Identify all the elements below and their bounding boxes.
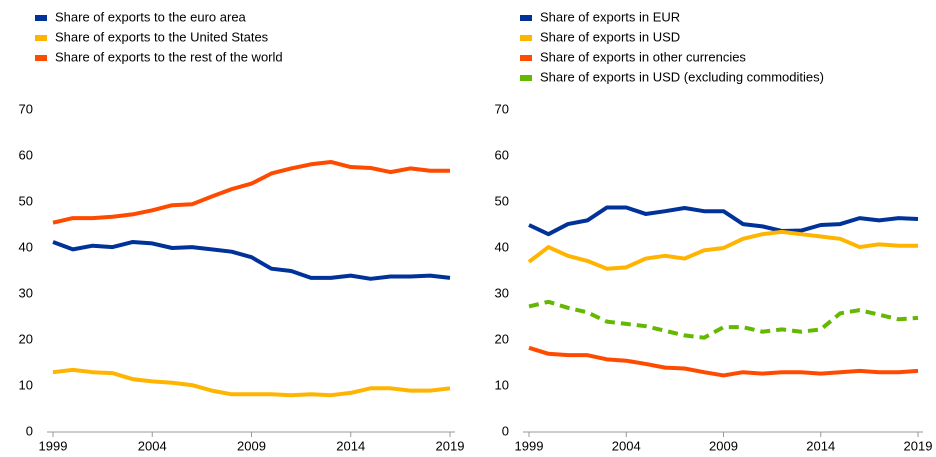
y-tick-label: 60 bbox=[19, 147, 33, 162]
x-tick-label: 2014 bbox=[336, 438, 365, 453]
y-tick-label: 40 bbox=[495, 239, 509, 254]
y-tick-label: 50 bbox=[495, 193, 509, 208]
y-tick-label: 20 bbox=[495, 331, 509, 346]
legend-label: Share of exports to the euro area bbox=[55, 9, 247, 24]
y-tick-label: 70 bbox=[495, 101, 509, 116]
legend-swatch bbox=[520, 35, 532, 41]
x-tick-label: 2019 bbox=[904, 438, 933, 453]
y-tick-label: 50 bbox=[19, 193, 33, 208]
line-series bbox=[528, 299, 919, 340]
legend-label: Share of exports in EUR bbox=[540, 9, 680, 24]
y-tick-label: 40 bbox=[19, 239, 33, 254]
y-tick-label: 30 bbox=[495, 285, 509, 300]
line-series bbox=[528, 345, 919, 378]
y-tick-label: 60 bbox=[495, 147, 509, 162]
legend-label: Share of exports to the rest of the worl… bbox=[55, 49, 283, 64]
x-tick-label: 2004 bbox=[612, 438, 641, 453]
legend-swatch bbox=[35, 15, 47, 21]
legend-swatch bbox=[35, 35, 47, 41]
x-tick-label: 2014 bbox=[806, 438, 835, 453]
y-tick-label: 10 bbox=[19, 377, 33, 392]
legend-swatch bbox=[35, 55, 47, 61]
line-series bbox=[52, 240, 451, 281]
line-series bbox=[52, 367, 451, 398]
legend-label: Share of exports in other currencies bbox=[540, 49, 746, 64]
x-tick-label: 2009 bbox=[709, 438, 738, 453]
legend-label: Share of exports in USD (excluding commo… bbox=[540, 69, 824, 84]
legend-label: Share of exports in USD bbox=[540, 29, 680, 44]
legend-swatch bbox=[520, 75, 532, 81]
y-tick-label: 0 bbox=[26, 423, 33, 438]
legend-swatch bbox=[520, 15, 532, 21]
y-tick-label: 20 bbox=[19, 331, 33, 346]
x-tick-label: 1999 bbox=[515, 438, 544, 453]
line-series bbox=[527, 229, 918, 271]
x-tick-label: 1999 bbox=[39, 438, 68, 453]
y-tick-label: 10 bbox=[495, 377, 509, 392]
x-tick-label: 2009 bbox=[237, 438, 266, 453]
x-tick-label: 2019 bbox=[436, 438, 465, 453]
x-tick-label: 2004 bbox=[138, 438, 167, 453]
legend-label: Share of exports to the United States bbox=[55, 29, 269, 44]
y-tick-label: 30 bbox=[19, 285, 33, 300]
legend-swatch bbox=[520, 55, 532, 61]
y-tick-label: 70 bbox=[19, 101, 33, 116]
line-series bbox=[528, 205, 919, 237]
line-series bbox=[52, 159, 450, 225]
y-tick-label: 0 bbox=[502, 423, 509, 438]
